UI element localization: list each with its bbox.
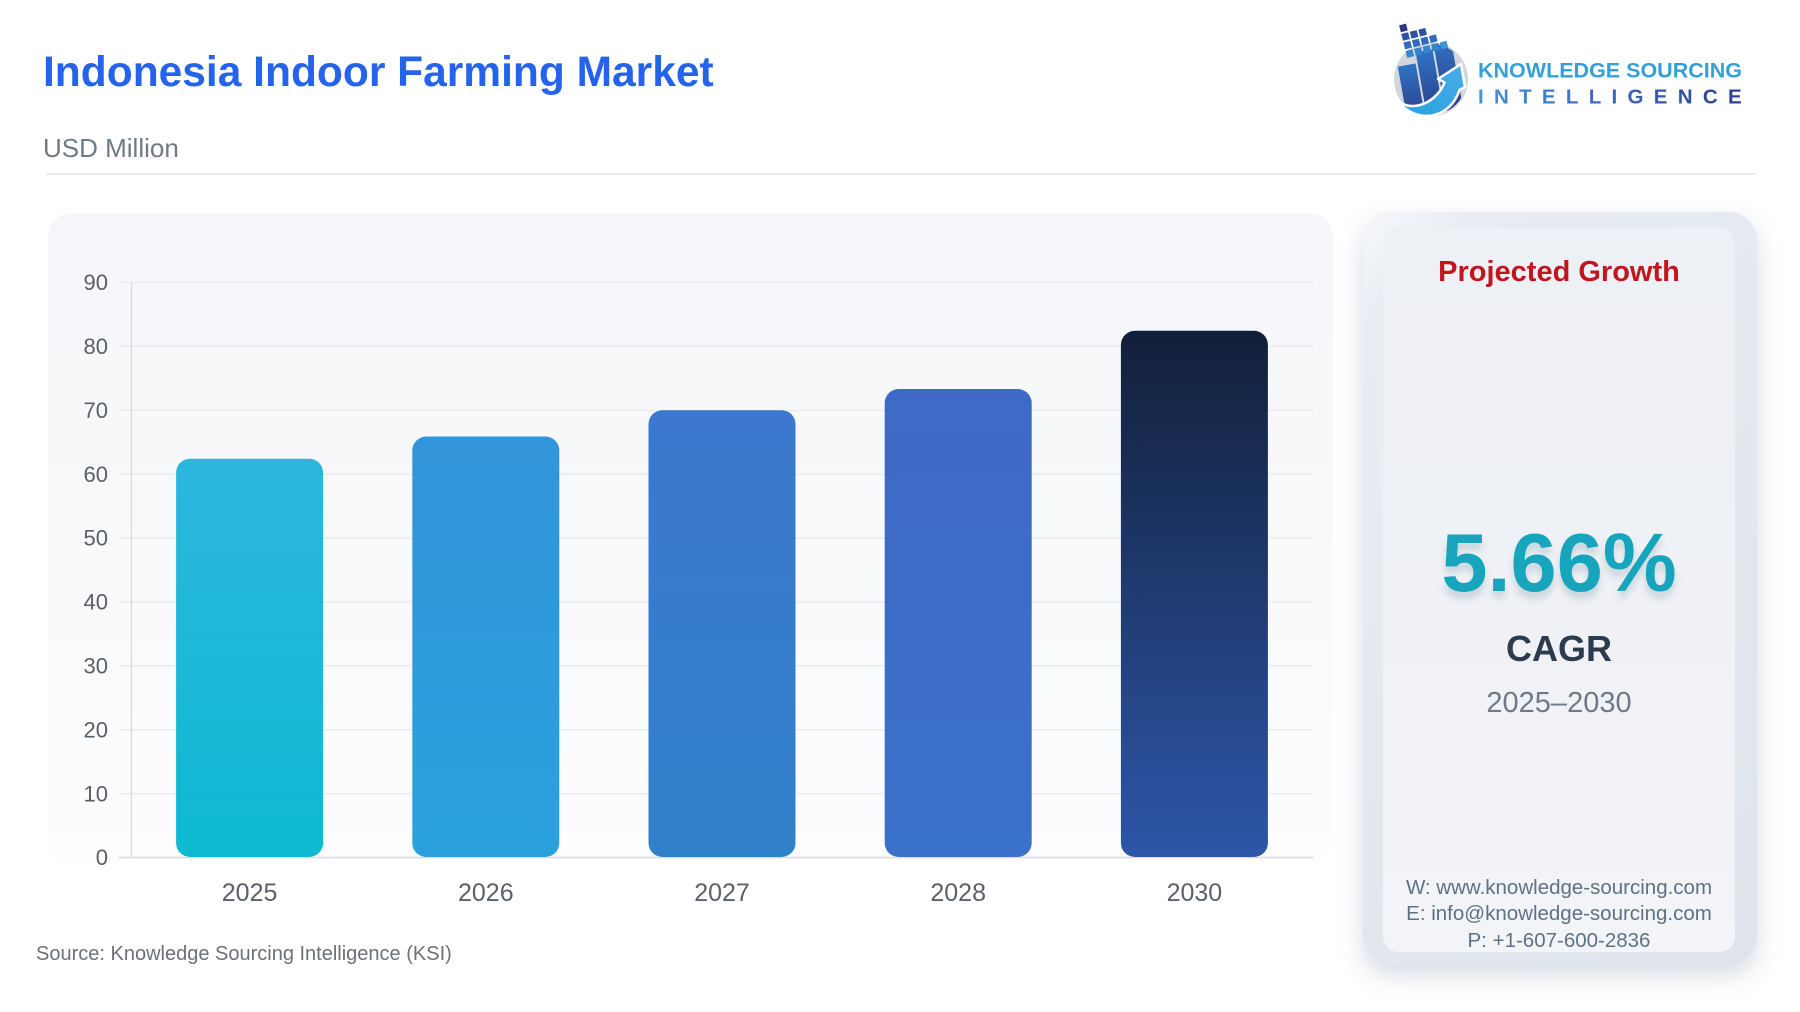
svg-text:INTELLIGENCE: INTELLIGENCE: [1478, 85, 1752, 108]
svg-text:0: 0: [96, 845, 108, 870]
svg-text:50: 50: [84, 526, 108, 551]
svg-text:KNOWLEDGE SOURCING: KNOWLEDGE SOURCING: [1478, 59, 1742, 83]
svg-text:70: 70: [84, 398, 108, 423]
svg-text:60: 60: [84, 462, 108, 487]
svg-text:90: 90: [84, 270, 108, 295]
svg-text:20: 20: [84, 717, 108, 742]
svg-text:80: 80: [84, 334, 108, 359]
svg-text:40: 40: [84, 590, 108, 615]
svg-text:10: 10: [84, 781, 108, 806]
svg-text:30: 30: [84, 654, 108, 679]
